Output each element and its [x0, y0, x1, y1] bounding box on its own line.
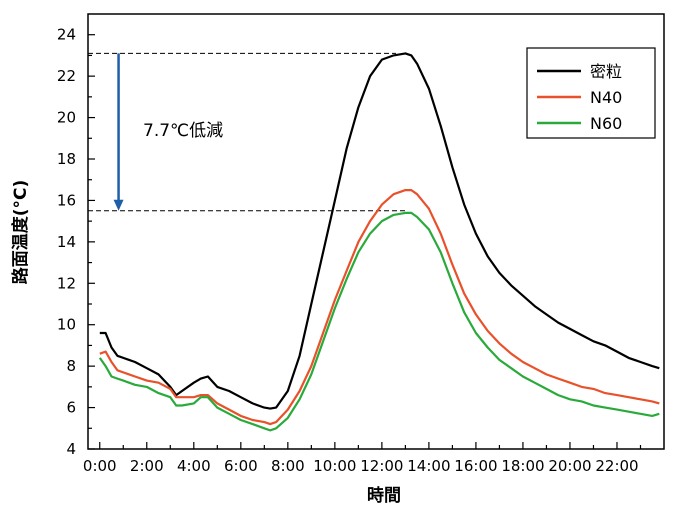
reference-lines — [88, 52, 406, 212]
x-tick-label: 12:00 — [360, 457, 403, 475]
annotation-arrow-head — [113, 199, 124, 211]
y-tick-label: 16 — [57, 191, 76, 209]
y-tick-label: 14 — [57, 233, 76, 251]
plot-frame — [87, 13, 665, 450]
x-tick-label: 8:00 — [271, 457, 305, 475]
y-tick-label: 6 — [66, 399, 76, 417]
series-layer — [98, 52, 660, 432]
x-tick-label: 20:00 — [548, 457, 591, 475]
x-tick-label: 14:00 — [407, 457, 450, 475]
annotation: 7.7℃低減 — [113, 53, 223, 211]
x-tick-label: 0:00 — [83, 457, 117, 475]
y-axis-title: 路面温度(°C) — [10, 180, 31, 285]
x-tick-label: 2:00 — [130, 457, 164, 475]
y-tick-label: 12 — [57, 274, 76, 292]
x-tick-label: 16:00 — [454, 457, 497, 475]
legend-label: N40 — [590, 88, 622, 107]
annotation-label: 7.7℃低減 — [143, 121, 223, 141]
y-axis: 4 6 8 10 12 14 16 18 20 22 24 — [57, 26, 95, 458]
y-tick-label: 18 — [57, 150, 76, 168]
y-tick-label: 10 — [57, 316, 76, 334]
series-line-N60 — [98, 211, 660, 432]
y-tick-label: 24 — [57, 26, 76, 44]
x-tick-label: 4:00 — [177, 457, 211, 475]
y-tick-label: 20 — [57, 109, 76, 127]
x-tick-label: 10:00 — [313, 457, 356, 475]
x-axis: 0:00 2:00 4:00 6:00 8:00 10:00 12:00 14:00 16:00… — [83, 442, 642, 475]
series-line-N40 — [99, 189, 660, 426]
legend-label: 密粒 — [590, 62, 622, 81]
legend-label: N60 — [590, 114, 622, 133]
y-tick-label: 22 — [57, 67, 76, 85]
x-tick-label: 22:00 — [595, 457, 638, 475]
series-line-密粒 — [99, 52, 660, 410]
x-tick-label: 18:00 — [501, 457, 544, 475]
x-tick-label: 6:00 — [224, 457, 258, 475]
y-tick-label: 8 — [66, 357, 76, 375]
y-tick-label: 4 — [66, 440, 76, 458]
legend: 密粒 N40 N60 — [526, 47, 656, 139]
x-axis-title: 時間 — [367, 485, 401, 506]
